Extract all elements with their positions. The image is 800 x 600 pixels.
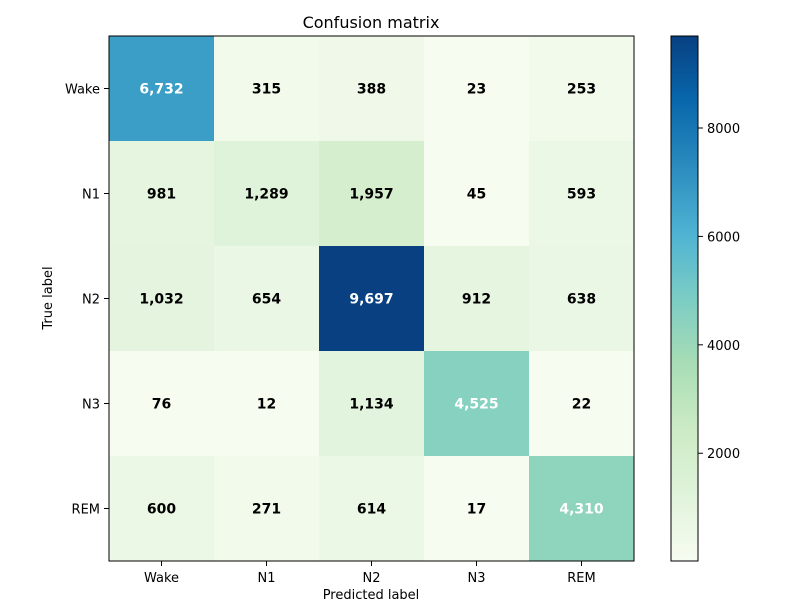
heatmap-cell [319,36,425,142]
heatmap-cell [319,351,425,457]
heatmap-cell [214,456,320,562]
heatmap-cell [424,141,530,247]
x-tick-label: Wake [144,571,179,586]
colorbar-gradient [670,35,699,562]
cell-value-label: 22 [572,397,591,413]
heatmap-cell [529,351,635,457]
cell-value-label: 76 [152,397,171,413]
heatmap-cell [214,141,320,247]
cell-value-label: 600 [147,502,176,518]
x-tick-label: N3 [468,571,486,586]
y-tick-label: Wake [65,83,100,98]
heatmap-cell [529,141,635,247]
cell-value-label: 638 [567,292,596,308]
cell-value-label: 654 [252,292,281,308]
cell-value-label: 1,032 [139,292,183,308]
cell-value-label: 17 [467,502,486,518]
x-tick-label: REM [567,571,595,586]
heatmap-cell [529,36,635,142]
heatmap-cell [109,36,215,142]
x-axis-title: Predicted label [323,588,420,600]
heatmap-cells: 6,732 315 388 23 253 981 1,289 1,957 45 593 1,032 6… [109,36,635,562]
heatmap-cell [424,456,530,562]
cell-value-label: 4,310 [559,502,604,518]
x-tick-label: N2 [363,571,381,586]
heatmap-cell [319,141,425,247]
colorbar-ticks: 2000 4000 6000 8000 [698,122,740,462]
heatmap-cell [109,246,215,352]
cell-value-label: 388 [357,82,386,98]
heatmap-cell [214,246,320,352]
cell-value-label: 315 [252,82,281,98]
colorbar-tick-label: 4000 [707,339,740,354]
heatmap-cell [319,246,425,352]
cell-value-label: 6,732 [139,82,183,98]
cell-value-label: 12 [257,397,276,413]
cell-value-label: 45 [467,187,486,203]
cell-value-label: 614 [357,502,386,518]
x-tick-label: N1 [258,571,276,586]
cell-value-label: 981 [147,187,176,203]
cell-value-label: 271 [252,502,281,518]
colorbar: 2000 4000 6000 8000 [670,35,740,562]
heatmap-cell [214,36,320,142]
chart-title: Confusion matrix [303,13,440,32]
heatmap-cell [109,456,215,562]
y-tick-label: N2 [82,293,100,308]
y-axis: Wake N1 N2 N3 REM [65,83,109,518]
heatmap-cell [319,456,425,562]
y-axis-title: True label [41,266,56,330]
x-axis: Wake N1 N2 N3 REM [144,561,596,586]
cell-value-label: 9,697 [349,292,393,308]
heatmap-cell [109,141,215,247]
cell-value-label: 1,289 [244,187,288,203]
cell-value-label: 1,134 [349,397,394,413]
cell-value-label: 1,957 [349,187,393,203]
cell-value-label: 23 [467,82,486,98]
heatmap-cell [424,246,530,352]
colorbar-tick-label: 6000 [707,230,740,245]
y-tick-label: N1 [82,188,100,203]
heatmap-cell [424,36,530,142]
cell-value-label: 912 [462,292,491,308]
heatmap-cell [109,351,215,457]
cell-value-label: 593 [567,187,596,203]
heatmap-cell [424,351,530,457]
y-tick-label: REM [72,503,100,518]
heatmap-cell [529,246,635,352]
heatmap-cell [214,351,320,457]
cell-value-label: 4,525 [454,397,498,413]
colorbar-tick-label: 8000 [707,122,740,137]
heatmap-cell [529,456,635,562]
cell-value-label: 253 [567,82,596,98]
colorbar-tick-label: 2000 [707,447,740,462]
y-tick-label: N3 [82,398,100,413]
